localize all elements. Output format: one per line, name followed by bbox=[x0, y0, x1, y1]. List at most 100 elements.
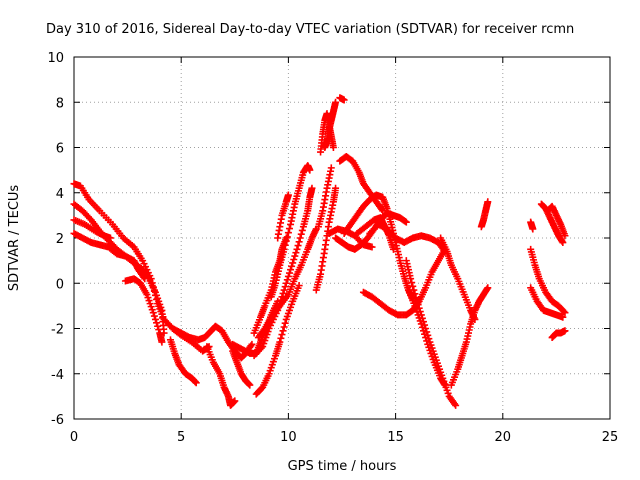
data-series bbox=[404, 286, 449, 389]
x-tick-label: 20 bbox=[495, 430, 512, 445]
data-point bbox=[281, 319, 289, 327]
data-point bbox=[441, 381, 449, 389]
data-point bbox=[281, 283, 289, 291]
y-axis-label: SDTVAR / TECUs bbox=[7, 185, 22, 292]
data-point bbox=[279, 289, 287, 297]
data-point bbox=[292, 249, 300, 257]
x-axis-label: GPS time / hours bbox=[288, 459, 397, 474]
data-series bbox=[447, 284, 492, 389]
data-series bbox=[267, 162, 314, 301]
y-tick-label: -6 bbox=[51, 413, 64, 428]
data-point bbox=[329, 144, 337, 151]
data-point bbox=[280, 323, 288, 331]
data-point bbox=[561, 327, 569, 335]
data-point bbox=[414, 301, 422, 309]
data-series bbox=[312, 184, 340, 294]
data-point bbox=[140, 273, 148, 281]
data-point bbox=[158, 338, 166, 346]
data-point bbox=[284, 272, 292, 280]
x-tick-label: 5 bbox=[177, 430, 185, 445]
data-series bbox=[317, 110, 337, 156]
data-point bbox=[306, 166, 314, 174]
data-point bbox=[155, 326, 163, 334]
data-point bbox=[421, 330, 429, 338]
y-axis: -6 -4 -2 0 2 4 6 8 10 bbox=[47, 51, 610, 428]
data-point bbox=[298, 226, 306, 234]
data-point bbox=[332, 98, 340, 106]
y-tick-label: -2 bbox=[51, 323, 64, 338]
data-point bbox=[288, 262, 296, 270]
data-point bbox=[559, 313, 567, 321]
data-point bbox=[560, 308, 568, 316]
data-series bbox=[477, 198, 492, 231]
data-point bbox=[276, 300, 284, 308]
data-point bbox=[284, 229, 292, 237]
data-point bbox=[294, 242, 302, 250]
data-point bbox=[275, 303, 283, 311]
data-point bbox=[279, 327, 287, 335]
data-point bbox=[289, 259, 297, 267]
data-point bbox=[452, 401, 460, 409]
data-point bbox=[278, 293, 286, 301]
data-series bbox=[336, 94, 348, 104]
data-point bbox=[285, 269, 293, 277]
data-point bbox=[423, 337, 431, 345]
data-point bbox=[411, 290, 419, 298]
data-point bbox=[327, 164, 335, 172]
data-point bbox=[484, 198, 492, 206]
data-point bbox=[561, 232, 569, 240]
data-series bbox=[437, 234, 479, 323]
data-series bbox=[314, 164, 335, 231]
data-point bbox=[291, 252, 299, 260]
data-point bbox=[281, 241, 289, 249]
data-series bbox=[527, 284, 567, 321]
data-point bbox=[418, 323, 426, 331]
data-point bbox=[274, 306, 282, 314]
data-point bbox=[409, 282, 417, 290]
data-point bbox=[296, 234, 304, 242]
data-point bbox=[368, 243, 376, 251]
data-point bbox=[285, 225, 293, 233]
data-series bbox=[527, 218, 537, 233]
data-point bbox=[332, 184, 340, 192]
data-point bbox=[417, 320, 425, 328]
data-series bbox=[250, 184, 316, 360]
data-point bbox=[247, 342, 255, 350]
data-point bbox=[283, 276, 291, 284]
data-point bbox=[154, 322, 162, 330]
data-point bbox=[106, 234, 114, 242]
data-series bbox=[203, 343, 239, 409]
data-point bbox=[282, 279, 290, 287]
x-tick-label: 25 bbox=[602, 430, 619, 445]
data-point bbox=[297, 230, 305, 238]
data-point bbox=[246, 381, 254, 389]
y-tick-label: 4 bbox=[56, 187, 64, 202]
data-point bbox=[484, 284, 492, 292]
y-tick-label: 8 bbox=[56, 96, 64, 111]
y-tick-label: -4 bbox=[51, 368, 64, 383]
data-point bbox=[293, 245, 301, 253]
data-point bbox=[422, 334, 430, 342]
y-tick-label: 6 bbox=[56, 142, 64, 157]
x-tick-label: 15 bbox=[387, 430, 404, 445]
data-point bbox=[408, 278, 416, 286]
data-point bbox=[559, 239, 567, 247]
data-point bbox=[419, 327, 427, 335]
data-point bbox=[402, 218, 410, 226]
data-point bbox=[276, 338, 284, 346]
data-series bbox=[252, 282, 303, 398]
y-tick-label: 2 bbox=[56, 232, 64, 247]
data-point bbox=[150, 312, 158, 320]
data-point bbox=[407, 275, 415, 283]
data-point bbox=[141, 275, 149, 283]
data-point bbox=[151, 315, 159, 323]
data-point bbox=[529, 225, 537, 233]
data-series bbox=[548, 327, 569, 342]
data-point bbox=[283, 233, 291, 241]
data-series bbox=[366, 220, 449, 256]
data-point bbox=[389, 245, 397, 253]
data-point bbox=[451, 400, 459, 408]
data-series bbox=[544, 202, 569, 240]
data-point bbox=[231, 397, 239, 405]
x-tick-label: 0 bbox=[70, 430, 78, 445]
